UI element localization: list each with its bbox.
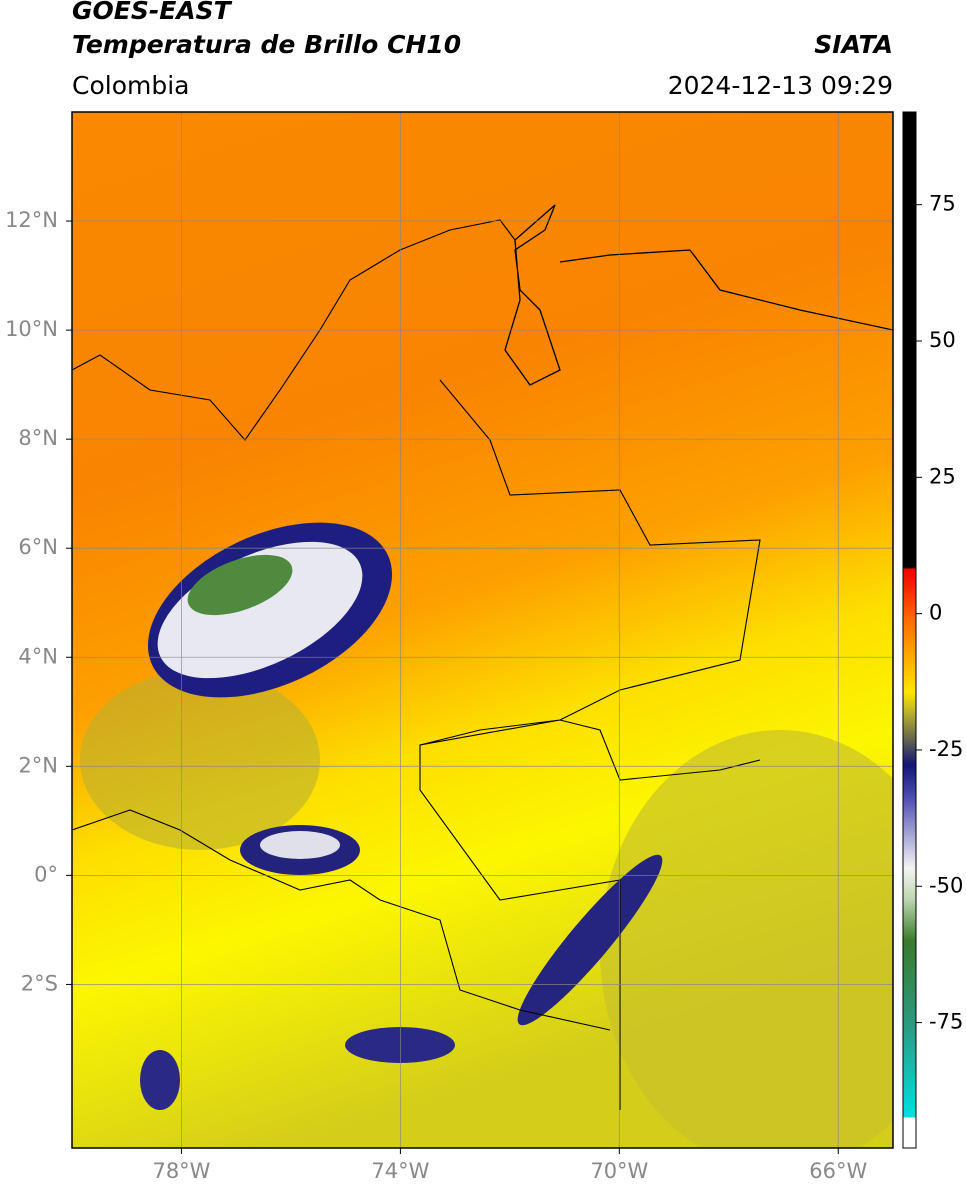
y-tick-label: 0° — [34, 862, 58, 886]
datetime: 2024-12-13 09:29 — [668, 71, 893, 100]
source: SIATA — [814, 30, 893, 59]
cloud — [80, 670, 320, 850]
colorbar — [902, 111, 917, 1149]
x-tick-label: 74°W — [371, 1159, 429, 1183]
x-tick-label: 78°W — [152, 1159, 210, 1183]
colorbar-tick-label: -25 — [929, 737, 963, 761]
colorbar-tick-label: 0 — [929, 601, 942, 625]
x-tick-label: 70°W — [590, 1159, 648, 1183]
coastline — [504, 204, 893, 386]
cloud — [600, 730, 893, 1148]
y-tick-label: 8°N — [18, 426, 58, 450]
cloud — [260, 831, 340, 859]
cloud — [140, 1050, 180, 1110]
border — [72, 219, 761, 1110]
cloud — [187, 554, 293, 616]
y-tick-label: 12°N — [5, 208, 58, 232]
cloud — [517, 854, 663, 1026]
title: GOES-EAST — [72, 0, 233, 25]
y-tick-label: 2°S — [21, 971, 58, 995]
region: Colombia — [72, 71, 189, 100]
colorbar-tick-label: 75 — [929, 192, 956, 216]
y-tick-label: 4°N — [18, 644, 58, 668]
colorbar-tick-label: 25 — [929, 464, 956, 488]
y-tick-label: 2°N — [18, 753, 58, 777]
x-tick-label: 66°W — [809, 1159, 867, 1183]
colorbar-tick-label: -75 — [929, 1010, 963, 1034]
colorbar-tick-label: 50 — [929, 328, 956, 352]
y-tick-label: 6°N — [18, 535, 58, 559]
map-frame — [71, 111, 894, 1149]
colorbar-tick-label: -50 — [929, 873, 963, 897]
map-image — [72, 112, 893, 1148]
y-tick-label: 10°N — [5, 317, 58, 341]
subtitle: Temperatura de Brillo CH10 — [72, 30, 461, 59]
